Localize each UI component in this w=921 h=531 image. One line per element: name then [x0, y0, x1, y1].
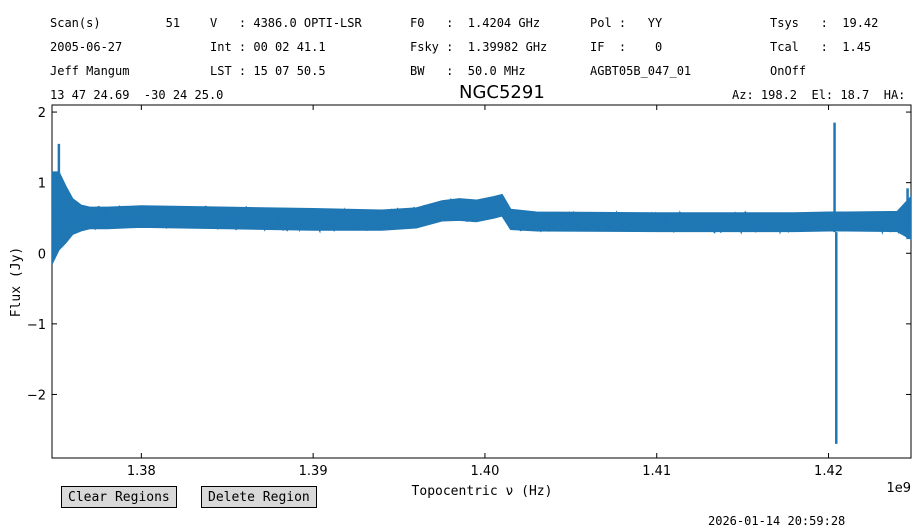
coordinates: 13 47 24.69 -30 24 25.0 — [50, 88, 224, 102]
x-tick-label: 1.42 — [814, 464, 843, 479]
az-el-ha: Az: 198.2 El: 18.7 HA: — [732, 88, 906, 102]
y-tick-label: 0 — [38, 247, 46, 262]
velocity: V : 4386.0 OPTI-LSR — [210, 16, 362, 30]
observer: Jeff Mangum — [50, 64, 130, 78]
delete-region-button[interactable]: Delete Region — [201, 486, 317, 508]
timestamp: 2026-01-14 20:59:28 — [708, 514, 846, 528]
x-tick-label: 1.41 — [642, 464, 671, 479]
bandwidth: BW : 50.0 MHz — [410, 64, 526, 78]
y-axis-label: Flux (Jy) — [9, 247, 24, 317]
spectrum-noise — [51, 190, 912, 251]
y-tick-label: 1 — [38, 177, 46, 192]
lst: LST : 15 07 50.5 — [210, 64, 326, 78]
tsys: Tsys : 19.42 — [770, 16, 879, 30]
axis-ticks: 1.38 1.39 1.40 1.41 1.42 2 1 0 −1 −2 — [27, 105, 911, 479]
y-tick-label: 2 — [38, 106, 46, 121]
procedure: OnOff — [770, 64, 807, 78]
x-tick-label: 1.39 — [299, 464, 328, 479]
x-offset-label: 1e9 — [886, 481, 911, 496]
scan-number: Scan(s) 51 — [50, 16, 181, 30]
plot-frame — [51, 104, 912, 459]
if-number: IF : 0 — [590, 40, 663, 54]
integration-time: Int : 00 02 41.1 — [210, 40, 326, 54]
obs-date: 2005-06-27 — [50, 40, 123, 54]
tcal: Tcal : 1.45 — [770, 40, 872, 54]
x-axis-label: Topocentric ν (Hz) — [412, 484, 553, 499]
spectrum-band — [51, 171, 912, 265]
sky-frequency: Fsky : 1.39982 GHz — [410, 40, 548, 54]
x-tick-label: 1.38 — [127, 464, 156, 479]
polarization: Pol : YY — [590, 16, 663, 30]
spectrum-series — [51, 122, 912, 444]
y-tick-label: −1 — [27, 318, 46, 333]
project-id: AGBT05B_047_01 — [590, 64, 692, 78]
rest-frequency: F0 : 1.4204 GHz — [410, 16, 541, 30]
x-tick-label: 1.40 — [470, 464, 499, 479]
y-tick-label: −2 — [27, 388, 46, 403]
clear-regions-button[interactable]: Clear Regions — [61, 486, 177, 508]
chart-title: NGC5291 — [459, 82, 545, 103]
